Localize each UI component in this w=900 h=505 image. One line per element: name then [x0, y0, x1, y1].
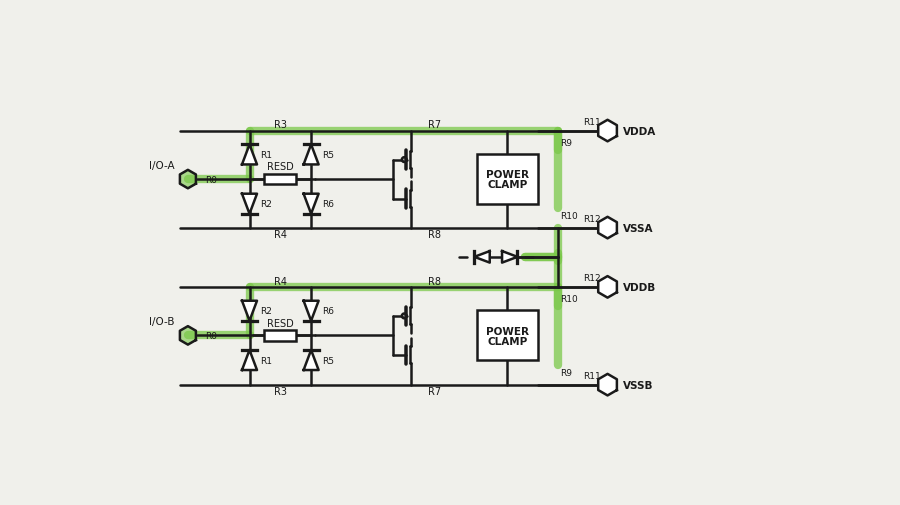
Text: R6: R6 [322, 200, 334, 209]
Text: POWER: POWER [486, 326, 529, 336]
Polygon shape [303, 194, 319, 214]
Text: R5: R5 [322, 150, 334, 160]
Text: VDDA: VDDA [623, 126, 656, 136]
Text: R4: R4 [274, 276, 287, 286]
Text: R6: R6 [322, 307, 334, 316]
Polygon shape [303, 350, 319, 370]
Polygon shape [303, 145, 319, 165]
Polygon shape [242, 194, 257, 214]
Polygon shape [180, 327, 196, 345]
Bar [264, 174, 296, 185]
Text: R10: R10 [561, 212, 579, 221]
Text: R10: R10 [561, 294, 579, 304]
Polygon shape [303, 301, 319, 321]
Polygon shape [242, 350, 257, 370]
Bar [477, 155, 538, 205]
Text: RESD: RESD [267, 162, 293, 172]
Text: R11: R11 [583, 371, 601, 380]
Polygon shape [598, 121, 616, 142]
Text: R12: R12 [583, 215, 601, 223]
Text: CLAMP: CLAMP [487, 180, 527, 190]
Text: R4: R4 [274, 229, 287, 239]
Polygon shape [474, 251, 490, 263]
Text: I/O-B: I/O-B [149, 317, 175, 327]
Text: R12: R12 [583, 274, 601, 283]
Text: VSSB: VSSB [623, 380, 653, 390]
Text: VSSA: VSSA [623, 223, 653, 233]
Text: R3: R3 [274, 386, 287, 396]
Text: I/O-A: I/O-A [149, 161, 175, 171]
Text: RESD: RESD [267, 318, 293, 328]
Text: R1: R1 [260, 356, 273, 365]
Text: R1: R1 [260, 150, 273, 160]
Text: R3: R3 [274, 120, 287, 130]
Text: R11: R11 [583, 118, 601, 127]
Bar [264, 330, 296, 341]
Polygon shape [598, 277, 616, 298]
Text: R0: R0 [205, 331, 217, 340]
Text: R9: R9 [561, 368, 572, 377]
Text: R9: R9 [561, 138, 572, 147]
Text: CLAMP: CLAMP [487, 336, 527, 346]
Text: R0: R0 [205, 175, 217, 184]
Polygon shape [180, 171, 196, 189]
Text: R8: R8 [428, 276, 441, 286]
Polygon shape [598, 374, 616, 395]
Bar [477, 311, 538, 361]
Text: R7: R7 [428, 386, 441, 396]
Polygon shape [242, 301, 257, 321]
Polygon shape [502, 251, 518, 263]
Polygon shape [598, 217, 616, 239]
Text: POWER: POWER [486, 170, 529, 180]
Text: R2: R2 [260, 307, 272, 316]
Polygon shape [242, 145, 257, 165]
Text: R2: R2 [260, 200, 272, 209]
Text: R8: R8 [428, 229, 441, 239]
Text: R5: R5 [322, 356, 334, 365]
Text: VDDB: VDDB [623, 282, 656, 292]
Text: R7: R7 [428, 120, 441, 130]
